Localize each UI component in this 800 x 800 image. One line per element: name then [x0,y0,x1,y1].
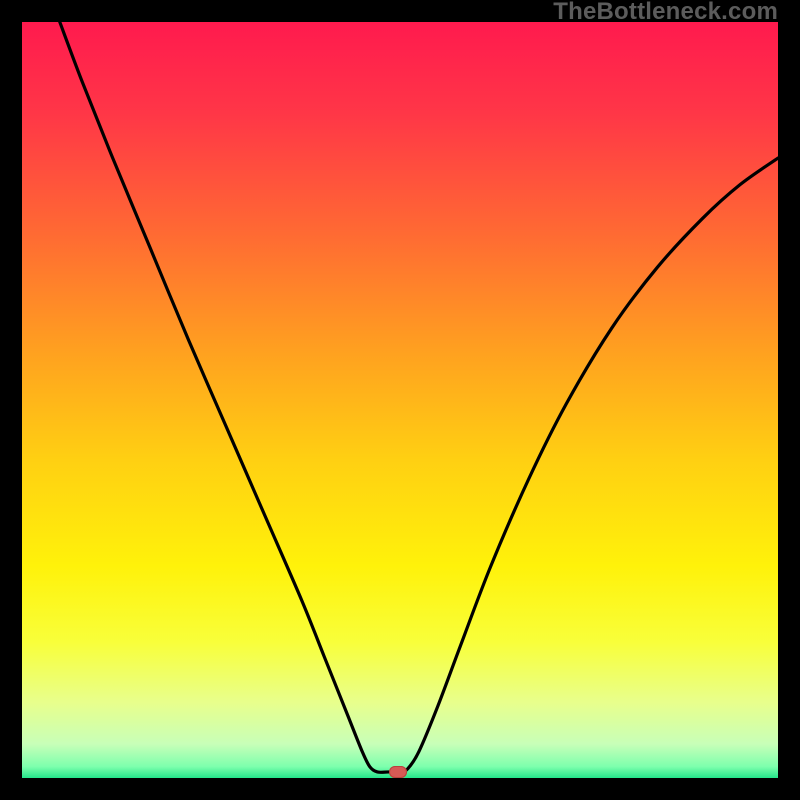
bottleneck-curve [60,22,778,772]
bottleneck-chart: TheBottleneck.com [0,0,800,800]
bottleneck-marker [389,766,407,778]
watermark-text: TheBottleneck.com [553,0,778,26]
curve-layer [0,0,800,800]
